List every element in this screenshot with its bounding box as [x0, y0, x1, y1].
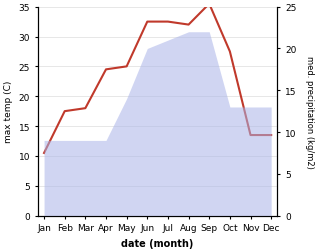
Y-axis label: med. precipitation (kg/m2): med. precipitation (kg/m2)	[305, 55, 314, 168]
Y-axis label: max temp (C): max temp (C)	[4, 81, 13, 143]
X-axis label: date (month): date (month)	[121, 238, 194, 248]
